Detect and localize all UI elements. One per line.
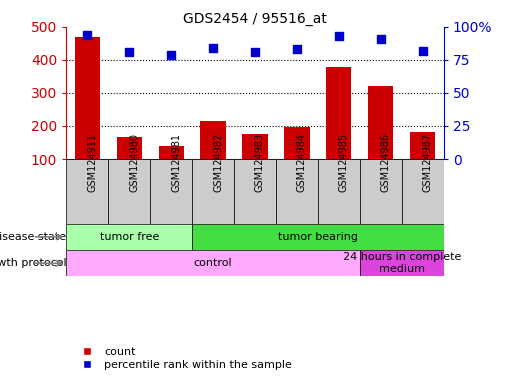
Point bbox=[209, 45, 217, 51]
Text: tumor bearing: tumor bearing bbox=[277, 232, 357, 242]
Text: GSM124985: GSM124985 bbox=[338, 133, 348, 192]
Bar bbox=[367, 86, 392, 159]
Bar bbox=[359, 159, 401, 223]
Bar bbox=[117, 137, 142, 159]
Text: 24 hours in complete
medium: 24 hours in complete medium bbox=[342, 252, 460, 274]
Point bbox=[250, 49, 259, 55]
Text: GSM124986: GSM124986 bbox=[380, 133, 390, 192]
Bar bbox=[66, 159, 108, 223]
Text: GSM124987: GSM124987 bbox=[422, 133, 432, 192]
Text: GSM124981: GSM124981 bbox=[171, 133, 181, 192]
Point bbox=[125, 49, 133, 55]
Text: control: control bbox=[193, 258, 232, 268]
Bar bbox=[234, 159, 275, 223]
Bar bbox=[150, 159, 192, 223]
Text: GSM124980: GSM124980 bbox=[129, 133, 139, 192]
Bar bbox=[192, 159, 234, 223]
Bar bbox=[317, 159, 359, 223]
Bar bbox=[108, 159, 150, 223]
Text: tumor free: tumor free bbox=[99, 232, 159, 242]
Point bbox=[418, 48, 426, 54]
Text: GSM124982: GSM124982 bbox=[213, 133, 222, 192]
Text: GSM124983: GSM124983 bbox=[254, 133, 265, 192]
Legend: count, percentile rank within the sample: count, percentile rank within the sample bbox=[72, 343, 296, 375]
Bar bbox=[74, 37, 100, 159]
Text: GSM124911: GSM124911 bbox=[87, 133, 97, 192]
Bar bbox=[66, 250, 359, 276]
Point bbox=[376, 36, 384, 42]
Bar bbox=[66, 223, 192, 250]
Bar bbox=[275, 159, 317, 223]
Point bbox=[167, 51, 175, 58]
Bar bbox=[284, 127, 309, 159]
Text: GSM124984: GSM124984 bbox=[296, 133, 306, 192]
Text: growth protocol: growth protocol bbox=[0, 258, 66, 268]
Bar bbox=[401, 159, 443, 223]
Bar bbox=[326, 66, 351, 159]
Bar bbox=[359, 250, 443, 276]
Point bbox=[83, 32, 91, 38]
Bar bbox=[242, 134, 267, 159]
Bar bbox=[158, 146, 183, 159]
Title: GDS2454 / 95516_at: GDS2454 / 95516_at bbox=[183, 12, 326, 26]
Text: disease state: disease state bbox=[0, 232, 66, 242]
Point bbox=[292, 46, 300, 53]
Bar bbox=[409, 132, 435, 159]
Bar bbox=[200, 121, 225, 159]
Bar bbox=[192, 223, 443, 250]
Point bbox=[334, 33, 342, 39]
